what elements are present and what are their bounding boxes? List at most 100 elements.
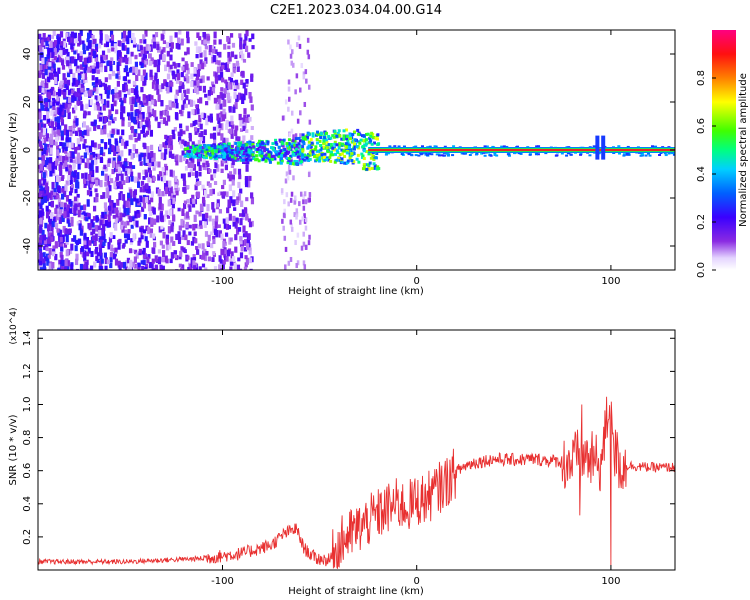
heatmap-cell (47, 121, 52, 126)
heatmap-cell (348, 143, 352, 147)
heatmap-cell (223, 222, 227, 229)
heatmap-cell (293, 162, 297, 166)
heatmap-cell (175, 190, 179, 196)
heatmap-cell (118, 192, 122, 201)
heatmap-cell (225, 62, 229, 68)
heatmap-cell (65, 85, 69, 90)
heatmap-cell (301, 153, 305, 157)
heatmap-cell (222, 191, 226, 196)
heatmap-cell (201, 75, 205, 83)
heatmap-cell (348, 132, 352, 136)
heatmap-cell (93, 126, 97, 131)
heatmap-cell (219, 103, 223, 110)
heatmap-cell (61, 64, 66, 70)
heatmap-cell (112, 160, 116, 169)
heatmap-cell (169, 169, 173, 177)
heatmap-cell (210, 81, 215, 86)
heatmap-cell (39, 190, 43, 195)
heatmap-cell (68, 165, 72, 170)
heatmap-cell (110, 40, 114, 47)
heatmap-cell (179, 129, 183, 137)
heatmap-cell (361, 139, 365, 143)
heatmap-cell (107, 195, 112, 203)
heatmap-cell (43, 196, 48, 203)
heatmap-cell (100, 139, 104, 144)
heatmap-cell (211, 154, 215, 158)
heatmap-cell (119, 97, 123, 103)
heatmap-cell (132, 43, 137, 48)
heatmap-cell (93, 119, 97, 125)
heatmap-cell (302, 74, 306, 80)
heatmap-cell (364, 138, 368, 142)
heatmap-cell (186, 37, 190, 44)
heatmap-cell (63, 77, 67, 85)
heatmap-cell (180, 38, 184, 46)
heatmap-cell (152, 165, 156, 171)
heatmap-cell (97, 125, 101, 130)
heatmap-cell (279, 161, 283, 165)
heatmap-cell (162, 40, 167, 45)
heatmap-cell (61, 89, 65, 95)
heatmap-cell (302, 241, 306, 247)
heatmap-cell (224, 232, 229, 237)
heatmap-cell (230, 251, 234, 259)
heatmap-cell (187, 150, 191, 154)
heatmap-cell (82, 143, 86, 149)
heatmap-cell (250, 125, 254, 131)
heatmap-cell (228, 174, 232, 182)
heatmap-cell (45, 257, 49, 262)
heatmap-cell (187, 111, 191, 119)
heatmap-cell (64, 228, 68, 233)
heatmap-cell (376, 133, 380, 137)
heatmap-cell (618, 152, 622, 155)
heatmap-cell (493, 152, 497, 155)
heatmap-cell (201, 62, 205, 70)
heatmap-cell (204, 231, 209, 237)
heatmap-cell (224, 164, 228, 171)
heatmap-cell (125, 57, 129, 65)
heatmap-cell (648, 154, 652, 157)
heatmap-cell (170, 42, 174, 49)
heatmap-cell (185, 73, 189, 78)
heatmap-cell (50, 100, 54, 106)
heatmap-cell (291, 150, 295, 154)
heatmap-cell (209, 189, 213, 196)
heatmap-cell (45, 157, 50, 165)
heatmap-cell (141, 126, 146, 134)
heatmap-cell (184, 51, 188, 56)
heatmap-cell (239, 147, 243, 151)
heatmap-cell (284, 99, 288, 105)
heatmap-cell (217, 117, 221, 125)
heatmap-cell (229, 237, 233, 242)
heatmap-cell (311, 153, 315, 157)
heatmap-cell (204, 57, 208, 64)
heatmap-cell (579, 153, 583, 156)
heatmap-cell (286, 175, 290, 181)
heatmap-cell (137, 240, 141, 246)
heatmap-cell (622, 153, 626, 156)
heatmap-cell (205, 156, 209, 160)
heatmap-cell (188, 134, 192, 142)
heatmap-cell (150, 150, 154, 158)
heatmap-cell (153, 59, 158, 67)
heatmap-cell (293, 199, 296, 205)
heatmap-cell (325, 156, 329, 160)
heatmap-cell (50, 200, 54, 207)
heatmap-cell (361, 167, 365, 171)
heatmap-cell (317, 159, 321, 163)
heatmap-cell (295, 160, 299, 164)
heatmap-cell (270, 154, 274, 158)
heatmap-cell (228, 76, 232, 81)
heatmap-cell (250, 197, 255, 205)
heatmap-cell (38, 226, 43, 234)
heatmap-cell (119, 224, 124, 230)
heatmap-cell (94, 46, 99, 52)
heatmap-cell (56, 107, 60, 115)
heatmap-cell (244, 45, 249, 53)
heatmap-cell (56, 214, 60, 221)
heatmap-cell (102, 82, 106, 87)
heatmap-cell (125, 260, 129, 268)
heatmap-cell (72, 72, 76, 79)
heatmap-cell (245, 243, 250, 250)
heatmap-cell (76, 138, 80, 145)
